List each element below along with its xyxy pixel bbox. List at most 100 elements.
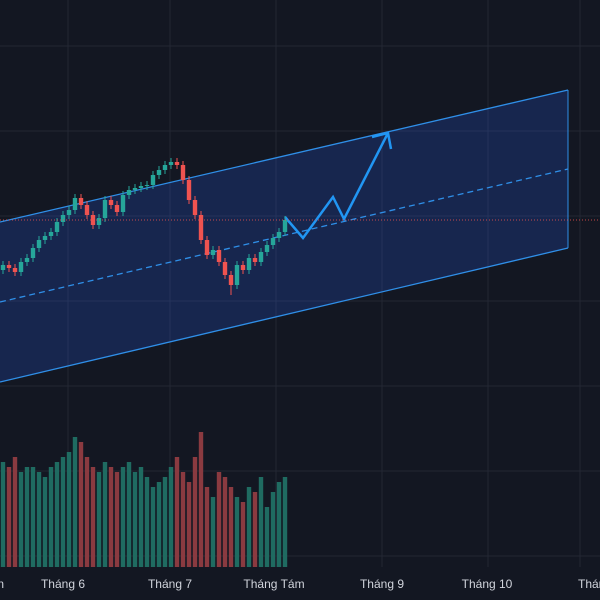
candle-body <box>48 232 54 236</box>
candle-body <box>108 200 114 205</box>
candle-body <box>84 205 90 215</box>
volume-bar <box>102 462 108 567</box>
candle-body <box>198 215 204 240</box>
volume-bar <box>270 492 276 567</box>
channel-bottom <box>0 247 569 383</box>
volume-bar <box>120 467 126 567</box>
candle-body <box>66 210 72 215</box>
grid <box>0 0 600 567</box>
volume-bar <box>246 487 252 567</box>
volume-bar <box>84 457 90 567</box>
volume-bar <box>90 467 96 567</box>
candle-body <box>228 275 234 285</box>
candle-body <box>276 232 282 238</box>
volume-bar <box>276 482 282 567</box>
candle-body <box>264 245 270 252</box>
candle-body <box>282 220 288 232</box>
volume-bar <box>78 442 84 567</box>
x-axis: n Tháng 6 Tháng 7 Tháng Tám Tháng 9 Tháng 10 T… <box>0 577 600 591</box>
volume-bar <box>180 472 186 567</box>
candle-body <box>78 198 84 205</box>
volume-bar <box>264 507 270 567</box>
volume-bar <box>222 477 228 567</box>
candle-body <box>174 162 180 165</box>
volume-bar <box>210 497 216 567</box>
volume-bar <box>114 472 120 567</box>
x-tick-label: Tháng Tám <box>243 577 304 591</box>
volume-bar <box>30 467 36 567</box>
volume-bar <box>12 457 18 567</box>
volume-bar <box>216 472 222 567</box>
volume-bar <box>36 472 42 567</box>
candle-body <box>210 250 216 255</box>
volume-bar <box>204 487 210 567</box>
x-tick-label: Tháng 6 <box>41 577 85 591</box>
candle-body <box>54 222 60 232</box>
candle-body <box>240 265 246 270</box>
candle-body <box>72 198 78 210</box>
volume-bar <box>198 432 204 567</box>
volume-bar <box>42 477 48 567</box>
candle-body <box>18 262 24 272</box>
volume-bar <box>162 477 168 567</box>
volume-bar <box>108 467 114 567</box>
volume-bar <box>126 462 132 567</box>
volume-bar <box>18 472 24 567</box>
candle-body <box>216 250 222 262</box>
projection-arrow <box>284 132 390 241</box>
volume-bar <box>192 457 198 567</box>
candle-body <box>30 248 36 258</box>
candle-body <box>150 175 156 185</box>
volume-bar <box>144 477 150 567</box>
candle-body <box>114 205 120 212</box>
volume-bar <box>168 467 174 567</box>
volume-bar <box>258 477 264 567</box>
x-tick-label: Tháng 9 <box>360 577 404 591</box>
x-tick-label: Tháng 10 <box>462 577 513 591</box>
volume-bar <box>66 452 72 567</box>
candle-body <box>222 262 228 275</box>
volume-bar <box>240 502 246 567</box>
candle-body <box>42 236 48 240</box>
candle-body <box>180 165 186 180</box>
candle-body <box>192 200 198 215</box>
volume-bar <box>24 467 30 567</box>
candle-body <box>6 265 12 268</box>
candle-body <box>252 258 258 262</box>
candle-body <box>204 240 210 255</box>
candle-body <box>270 238 276 245</box>
candle-body <box>258 252 264 262</box>
channel-middle <box>0 168 569 303</box>
volume-bar <box>60 457 66 567</box>
candle-body <box>126 190 132 195</box>
candle-body <box>144 185 150 186</box>
x-tick-label: Tháng 7 <box>148 577 192 591</box>
x-tick-label: Tháng <box>578 577 600 591</box>
candle-body <box>132 188 138 190</box>
channel-drawing <box>0 89 569 383</box>
arrow-head <box>371 131 393 150</box>
volume-bar <box>252 492 258 567</box>
candle-body <box>0 265 6 270</box>
candle-body <box>60 215 66 222</box>
candle-body <box>234 265 240 285</box>
candle-body <box>186 180 192 200</box>
candle-body <box>138 186 144 188</box>
channel-top <box>0 89 569 223</box>
volume-bar <box>234 497 240 567</box>
volume-bar <box>156 482 162 567</box>
candle-body <box>168 162 174 165</box>
volume-bar <box>150 487 156 567</box>
volume-bar <box>186 482 192 567</box>
candle-body <box>12 268 18 272</box>
candle-body <box>102 200 108 218</box>
candle-body <box>24 258 30 262</box>
volume-bar <box>0 462 6 567</box>
candle-body <box>96 218 102 225</box>
volume-bar <box>132 472 138 567</box>
volume-bar <box>282 477 288 567</box>
candle-body <box>36 240 42 248</box>
volume-bar <box>72 437 78 567</box>
candle-body <box>156 170 162 175</box>
